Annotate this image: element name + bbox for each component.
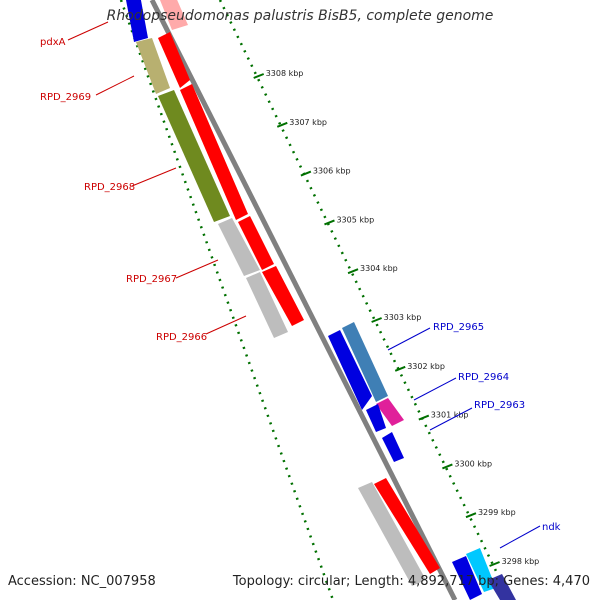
cds-arrow-rpd2967[interactable]: [238, 216, 274, 270]
label-rpd2966[interactable]: RPD_2966: [156, 332, 207, 343]
scale-tick-label: 3300 kbp: [454, 459, 492, 468]
scale-tick: [442, 463, 453, 470]
scale-tick-label: 3308 kbp: [266, 69, 304, 78]
callout-pdxa: [67, 21, 109, 41]
scale-tick-label: 3304 kbp: [360, 264, 398, 273]
cog-block-bottom[interactable]: [488, 574, 516, 600]
label-pdxa[interactable]: pdxA: [40, 37, 66, 48]
cog-block-rpd2964[interactable]: [376, 398, 404, 426]
cds-arrow-rpd2963[interactable]: [382, 432, 404, 462]
accession-text: Accession: NC_007958: [8, 574, 156, 589]
label-rpd2964[interactable]: RPD_2964: [458, 372, 509, 383]
scale-tick: [347, 268, 359, 275]
cog-block-lower[interactable]: [358, 482, 426, 586]
label-rpd2968[interactable]: RPD_2968: [84, 182, 135, 193]
callout-ndk: [499, 525, 541, 549]
genome-summary-text: Topology: circular; Length: 4,892,717 bp…: [232, 574, 590, 589]
cog-block-rpd2965[interactable]: [342, 322, 388, 402]
scale-tick-label: 3302 kbp: [407, 362, 445, 371]
cds-arrow-rpd2965[interactable]: [328, 330, 372, 410]
scale-tick-label: 3298 kbp: [502, 557, 540, 566]
scale-tick-label: 3303 kbp: [384, 313, 422, 322]
cds-arrow-rpd2969[interactable]: [158, 32, 190, 88]
scale-tick-label: 3306 kbp: [313, 167, 351, 176]
callout-rpd2969: [95, 75, 135, 96]
scale-ticks: 3308 kbp 3307 kbp 3306 kbp 3305 kbp 3304 kbp…: [253, 69, 540, 567]
cog-block-rpd2967[interactable]: [218, 218, 260, 276]
cog-block-rpd2966[interactable]: [246, 272, 288, 338]
forward-strand-genes: [126, 0, 304, 338]
scale-tick: [394, 365, 406, 372]
gene-block-top[interactable]: [160, 0, 188, 30]
label-rpd2963[interactable]: RPD_2963: [474, 400, 525, 411]
label-rpd2969[interactable]: RPD_2969: [40, 92, 91, 103]
scale-tick: [418, 414, 430, 421]
scale-tick-label: 3307 kbp: [289, 118, 327, 127]
cog-block-ndk[interactable]: [466, 548, 496, 592]
cog-block-pdxa[interactable]: [126, 0, 148, 42]
callout-rpd2964: [413, 377, 457, 401]
callout-rpd2967: [175, 259, 219, 279]
cds-arrow-rpd2968[interactable]: [180, 84, 248, 220]
scale-tick: [253, 73, 265, 79]
genome-backbone: [149, 0, 458, 600]
cog-block-rpd2969[interactable]: [136, 38, 170, 94]
callout-rpd2966: [205, 315, 247, 335]
scale-tick-label: 3301 kbp: [431, 411, 469, 420]
scale-tick: [489, 561, 500, 567]
scale-tick-label: 3305 kbp: [336, 215, 374, 224]
label-rpd2967[interactable]: RPD_2967: [126, 274, 177, 285]
cds-arrow-ndk[interactable]: [452, 556, 482, 600]
scale-tick: [276, 121, 288, 128]
cds-arrow-lower[interactable]: [374, 478, 440, 574]
gene-labels: pdxA RPD_2969 RPD_2968 RPD_2967 RPD_2966…: [40, 21, 561, 549]
cds-arrow-rpd2966[interactable]: [262, 266, 304, 326]
cog-block-rpd2968[interactable]: [158, 90, 230, 222]
scale-tick: [371, 317, 383, 323]
callout-rpd2965: [387, 327, 431, 351]
callout-rpd2963: [429, 407, 473, 431]
scale-tick: [300, 170, 312, 177]
scale-tick-label: 3299 kbp: [478, 508, 516, 517]
reverse-strand-genes: [328, 322, 516, 600]
label-ndk[interactable]: ndk: [542, 522, 561, 533]
label-rpd2965[interactable]: RPD_2965: [433, 322, 484, 333]
callout-rpd2968: [131, 167, 177, 187]
cds-arrow-rpd2964[interactable]: [366, 404, 386, 432]
scale-tick: [324, 219, 335, 226]
scale-tick: [465, 512, 477, 519]
map-title: Rhodopseudomonas palustris BisB5, comple…: [106, 8, 494, 24]
